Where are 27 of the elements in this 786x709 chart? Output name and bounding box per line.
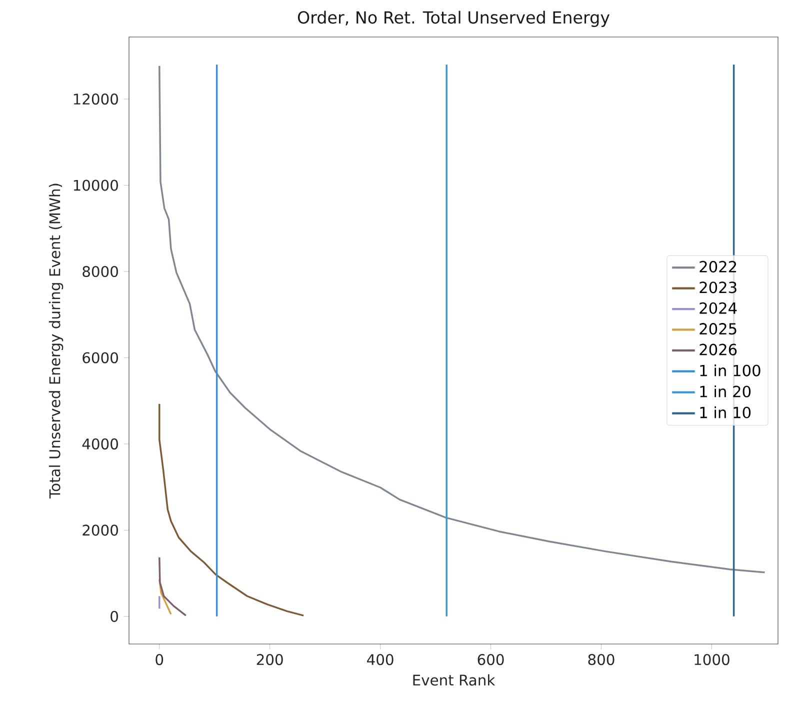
- legend-label: 2022: [700, 260, 736, 272]
- line-series: [158, 65, 766, 574]
- chart-title: Order, No Ret. Total Unserved Energy: [298, 10, 610, 27]
- legend-label: 2025: [700, 323, 736, 335]
- y-tick-label: 10000: [74, 180, 118, 191]
- x-tick-label: 800: [588, 654, 614, 666]
- x-tick-label: 600: [478, 654, 504, 666]
- x-tick-label: 200: [256, 654, 283, 666]
- x-tick-label: 1000: [694, 654, 730, 666]
- line-series: [158, 556, 187, 616]
- x-tick-label: 0: [156, 654, 164, 666]
- legend-label: 2026: [700, 344, 737, 356]
- y-tick-label: 8000: [82, 266, 118, 278]
- line-series: [158, 402, 304, 616]
- legend-label: 1 in 20: [700, 385, 751, 398]
- legend-label: 1 in 10: [700, 406, 751, 418]
- y-tick-label: 12000: [74, 94, 118, 105]
- y-tick-label: 0: [110, 610, 118, 622]
- y-tick-label: 4000: [82, 438, 118, 450]
- legend-label: 2024: [700, 302, 737, 314]
- y-tick-label: 2000: [82, 524, 118, 536]
- x-axis-title: Event Rank: [413, 674, 496, 686]
- y-tick-label: 6000: [82, 352, 118, 364]
- y-axis-title: Total Unserved Energy during Event (MWh): [48, 184, 64, 498]
- legend-label: 2023: [700, 282, 736, 294]
- legend-label: 1 in 100: [700, 364, 760, 376]
- x-tick-label: 400: [367, 654, 394, 666]
